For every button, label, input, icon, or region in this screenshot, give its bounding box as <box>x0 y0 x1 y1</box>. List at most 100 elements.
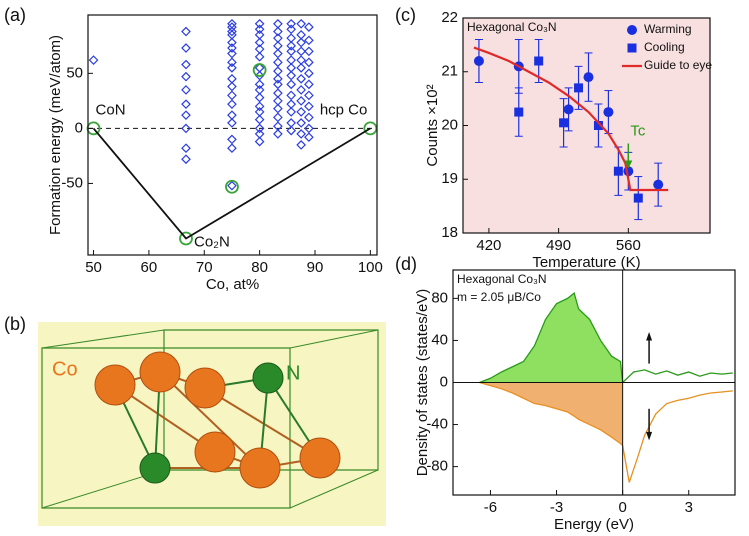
legend-label: Warming <box>644 22 692 36</box>
x-tick-label: 560 <box>616 237 641 254</box>
spin-arrowhead <box>646 431 653 441</box>
panel-label: (a) <box>4 5 26 25</box>
structure-point <box>296 29 306 40</box>
structure-point <box>227 110 237 121</box>
structure-point <box>286 99 297 110</box>
structure-point <box>181 143 191 154</box>
structure-point <box>227 118 237 128</box>
structure-point <box>286 62 297 73</box>
structure-point <box>181 43 191 53</box>
y-axis-label: Density of states (states/eV) <box>414 289 431 477</box>
y-tick-label: 0 <box>440 373 448 390</box>
y-tick-label: 18 <box>441 224 458 241</box>
structure-point <box>227 43 237 53</box>
structure-point <box>273 103 283 114</box>
hull-line <box>92 127 371 240</box>
x-axis-label: Co, at% <box>206 276 259 293</box>
cooling-point <box>559 118 569 128</box>
structure-point <box>296 118 306 128</box>
structure-point <box>286 90 297 101</box>
legend-label: Guide to eye <box>644 58 712 72</box>
x-axis-label: Temperature (K) <box>532 254 640 271</box>
structure-point <box>181 26 191 37</box>
y-tick-label: 20 <box>441 116 458 133</box>
structure-point <box>227 180 237 191</box>
plot-frame <box>462 17 711 234</box>
structure-point <box>254 101 265 112</box>
structure-point <box>181 154 191 165</box>
atom-label: Co <box>52 358 78 380</box>
structure-point <box>227 99 237 110</box>
dos-area <box>479 293 623 383</box>
legend-label: Cooling <box>644 40 685 54</box>
co-atoms <box>94 351 341 489</box>
structure-point <box>304 68 314 79</box>
structure-point <box>273 129 283 139</box>
x-tick-label: 3 <box>685 499 693 516</box>
panel-label: (d) <box>395 254 417 274</box>
structure-point <box>296 107 306 117</box>
structure-point <box>181 59 191 70</box>
structure-point <box>304 46 314 57</box>
plot-background <box>463 18 710 233</box>
panel-label: (b) <box>4 314 26 334</box>
n-atoms <box>139 362 284 484</box>
structure-point <box>227 26 237 37</box>
structure-point <box>254 114 265 125</box>
structure-point <box>273 74 283 84</box>
structure-point <box>273 121 283 132</box>
cell-edge <box>41 329 165 349</box>
structure-point <box>254 123 265 134</box>
structure-point <box>227 81 237 92</box>
y-axis-label: Formation energy (meV/atom) <box>47 35 64 235</box>
y-tick-label: 50 <box>66 64 83 81</box>
structure-point <box>273 79 283 90</box>
structure-point <box>304 57 314 68</box>
structure-point <box>273 48 283 59</box>
structure-point <box>304 79 314 90</box>
structure-point <box>273 96 283 106</box>
cooling-point <box>534 56 544 66</box>
annotation: m = 2.05 μB/Co <box>457 290 541 304</box>
cell-edge <box>289 329 379 349</box>
structure-point <box>273 88 283 99</box>
structure-point <box>286 40 297 51</box>
guide-line <box>473 46 669 192</box>
panel-label: (c) <box>395 5 416 25</box>
annotation: Tc <box>630 122 646 139</box>
dos-line <box>479 381 733 483</box>
annotation: Co₂N <box>194 233 230 250</box>
structure-point <box>304 101 314 112</box>
structure-point <box>273 112 283 123</box>
structure-point <box>296 129 306 139</box>
cooling-point <box>514 107 524 117</box>
structure-point <box>254 37 265 48</box>
x-tick-label: 100 <box>358 259 383 276</box>
cooling-point <box>593 121 603 130</box>
structure-point <box>296 62 306 73</box>
structure-point <box>227 134 237 145</box>
plot-frame <box>87 14 378 256</box>
structure-point <box>254 29 265 40</box>
structure-point <box>254 24 265 35</box>
legend-marker <box>627 43 637 53</box>
dos-line <box>479 292 733 384</box>
structure-point <box>286 70 297 81</box>
structure-point <box>296 37 306 48</box>
structure-point <box>227 90 237 101</box>
structure-point <box>254 92 265 103</box>
structure-point <box>286 46 297 57</box>
x-tick-label: 0 <box>618 499 626 516</box>
annotation: Hexagonal Co₃N <box>457 272 547 286</box>
structure-point <box>227 57 237 68</box>
annotation: Hexagonal Co₃N <box>467 20 557 34</box>
warming-point <box>653 179 664 190</box>
structure-point <box>227 62 237 73</box>
structure-point <box>296 96 306 106</box>
warming-point <box>473 56 484 66</box>
x-tick-label: 70 <box>196 259 213 276</box>
structure-point <box>304 90 314 101</box>
structure-point <box>227 143 237 154</box>
structure-point <box>304 22 314 32</box>
